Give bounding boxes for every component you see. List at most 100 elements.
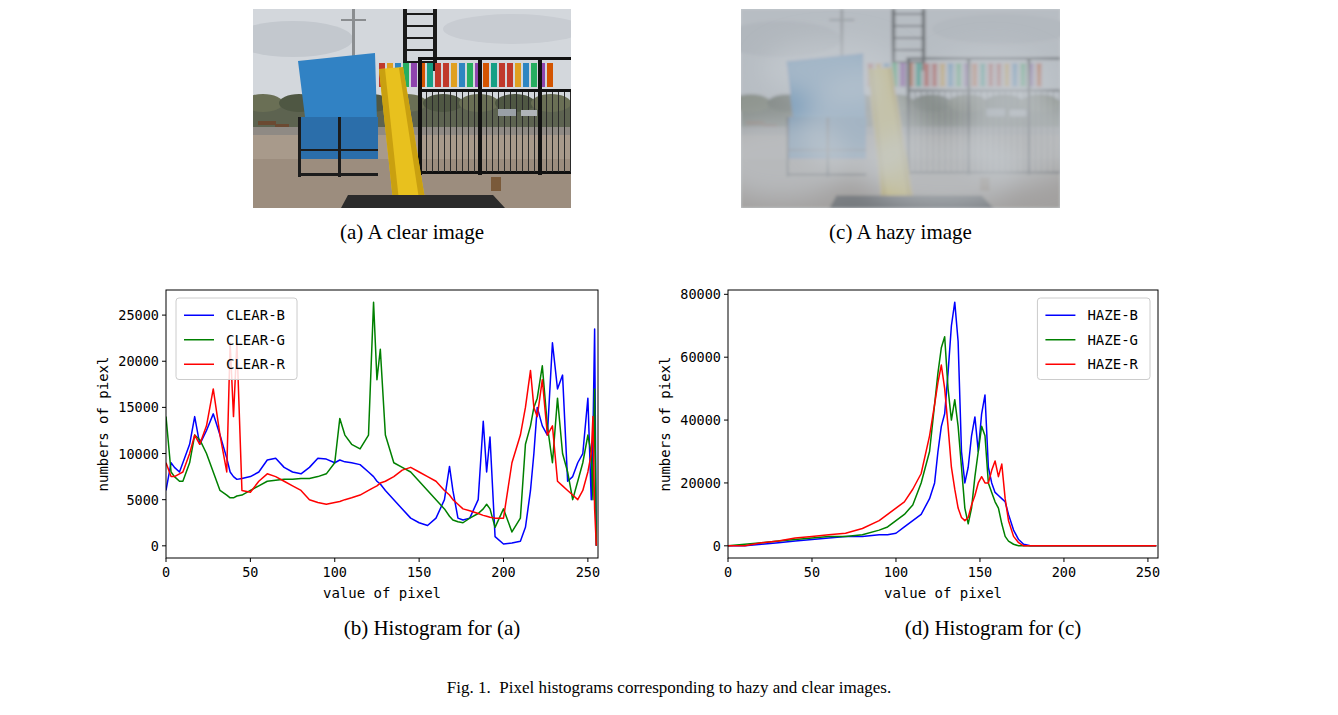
y-tick-label: 5000 — [126, 492, 159, 508]
photo-cloud — [443, 14, 571, 44]
photo-haze-cloud — [932, 49, 1052, 109]
photo-car — [521, 110, 537, 116]
x-tick — [979, 558, 980, 562]
figure: (a) A clear image (c) A hazy image 0 50 100 1… — [0, 0, 1338, 715]
x-axis-label: value of pixel — [323, 585, 441, 601]
photo-fence-bar — [426, 92, 427, 172]
photo-picket — [459, 63, 465, 87]
photo-fence-bar — [450, 92, 451, 172]
image-caption: (a) A clear image — [340, 220, 484, 244]
photo-post — [338, 117, 341, 177]
figure-caption: Fig. 1. Pixel histograms corresponding t… — [447, 678, 891, 697]
legend-swatch — [184, 339, 214, 341]
legend-swatch — [184, 315, 214, 317]
photo-fence-bar — [444, 92, 445, 172]
photo — [253, 9, 571, 208]
photo-bench — [258, 121, 276, 125]
photo-blue-panel — [298, 53, 377, 121]
photo-fence-bar — [486, 92, 487, 172]
y-axis-label: numbers of piexl — [95, 357, 111, 492]
photo-fence-rail — [418, 89, 571, 92]
x-tick-label: 250 — [576, 564, 600, 580]
y-tick-label: 10000 — [118, 446, 159, 462]
photo-picket — [427, 63, 433, 87]
photo-fence-bar — [492, 92, 493, 172]
photo-pole — [341, 19, 366, 21]
x-tick-label: 0 — [724, 564, 732, 580]
photo-tower-rung — [403, 25, 437, 27]
x-axis-label: value of pixel — [884, 585, 1002, 601]
photo-rail — [298, 173, 378, 176]
plot-area — [728, 302, 1156, 546]
legend-swatch — [184, 364, 214, 366]
chart-title: (b) Histogram for (a) — [344, 616, 521, 640]
y-tick — [162, 315, 166, 316]
photo-picket — [531, 63, 537, 87]
photo-picket — [443, 63, 449, 87]
y-tick — [724, 294, 728, 295]
photo-picket — [547, 63, 553, 87]
photo-tower-rung — [403, 37, 437, 39]
image-caption: (c) A hazy image — [829, 220, 972, 244]
legend: CLEAR-BCLEAR-GCLEAR-R — [176, 298, 297, 380]
y-tick-label: 0 — [713, 538, 721, 554]
y-tick — [162, 545, 166, 546]
photo-fence-bar — [516, 92, 517, 172]
chart: 0501001502002500500010000150002000025000… — [95, 290, 600, 640]
photo-fence-bar — [558, 92, 559, 172]
y-tick — [162, 407, 166, 408]
x-tick — [811, 558, 812, 562]
photo-picket — [507, 63, 513, 87]
photo-fence-bar — [522, 92, 523, 172]
photo-bench — [275, 124, 289, 127]
photo-fence-rail — [418, 171, 571, 174]
photo-fence-bar — [570, 92, 571, 172]
photo-pole — [352, 9, 355, 59]
photo-fence-bar — [456, 92, 457, 172]
y-tick — [724, 482, 728, 483]
legend: HAZE-BHAZE-GHAZE-R — [1037, 298, 1150, 380]
y-tick-label: 20000 — [118, 353, 159, 369]
legend-label: CLEAR-R — [226, 356, 286, 372]
photo-fence-post — [538, 57, 542, 175]
photo-mat — [341, 195, 505, 208]
y-tick-label: 80000 — [680, 286, 721, 302]
x-tick — [503, 558, 504, 562]
x-tick-label: 250 — [1136, 564, 1160, 580]
x-tick-label: 100 — [323, 564, 347, 580]
x-tick — [419, 558, 420, 562]
legend-label: HAZE-G — [1087, 332, 1138, 348]
photo-picket — [523, 63, 529, 87]
legend-swatch — [1045, 339, 1075, 341]
photo-fence-bar — [462, 92, 463, 172]
x-tick-label: 50 — [242, 564, 258, 580]
plot-frame — [728, 290, 1158, 558]
photo-content — [253, 9, 571, 208]
photo-fence-bar — [432, 92, 433, 172]
photo-fence-bar — [438, 92, 439, 172]
photo-haze-clouds — [741, 39, 1060, 208]
photo-post — [298, 117, 301, 177]
photo-fence-bar — [474, 92, 475, 172]
x-tick-label: 200 — [491, 564, 515, 580]
photo-picket — [467, 63, 473, 87]
photo-slide-edge — [399, 67, 425, 199]
photo-fence-rail — [418, 57, 571, 60]
photo-tree — [253, 94, 283, 112]
y-tick — [724, 357, 728, 358]
legend-swatch — [1045, 364, 1075, 366]
photo-fence-bar — [552, 92, 553, 172]
photo-fence-bar — [504, 92, 505, 172]
photo-picket — [435, 63, 441, 87]
plot-area — [166, 302, 596, 546]
photo-haze-cloud — [761, 39, 901, 99]
photo-fence-post — [478, 57, 482, 175]
chart-title: (d) Histogram for (c) — [905, 616, 1082, 640]
x-tick-label: 50 — [804, 564, 820, 580]
legend-swatch — [1045, 315, 1075, 317]
x-tick — [166, 558, 167, 562]
series-line — [728, 365, 1156, 546]
photo-picket — [483, 63, 489, 87]
x-tick-label: 0 — [162, 564, 170, 580]
series-line — [166, 302, 596, 546]
